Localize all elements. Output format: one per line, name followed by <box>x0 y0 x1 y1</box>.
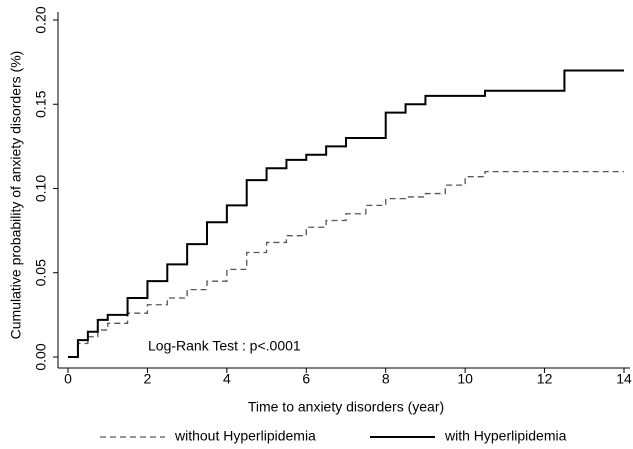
x-tick-label: 0 <box>64 371 72 387</box>
y-tick-label: 0.10 <box>33 175 49 202</box>
survival-curve <box>68 69 624 358</box>
x-tick-label: 4 <box>223 371 231 387</box>
x-axis-label: Time to anxiety disorders (year) <box>248 399 444 415</box>
annotation: Log-Rank Test : p<.0001 <box>148 338 301 354</box>
y-axis-label: Cumulative probability of anxiety disord… <box>8 51 24 340</box>
legend-label: without Hyperlipidemia <box>174 428 316 444</box>
survival-curve <box>68 171 624 358</box>
x-tick-label: 12 <box>537 371 553 387</box>
y-tick-label: 0.15 <box>33 90 49 117</box>
x-tick-label: 2 <box>144 371 152 387</box>
y-tick-label: 0.20 <box>33 6 49 33</box>
x-tick-label: 6 <box>302 371 310 387</box>
x-tick-label: 8 <box>382 371 390 387</box>
y-tick-label: 0.05 <box>33 259 49 286</box>
x-tick-label: 10 <box>457 371 473 387</box>
legend-label: with Hyperlipidemia <box>444 428 567 444</box>
y-tick-label: 0.00 <box>33 343 49 370</box>
x-tick-label: 14 <box>616 371 632 387</box>
